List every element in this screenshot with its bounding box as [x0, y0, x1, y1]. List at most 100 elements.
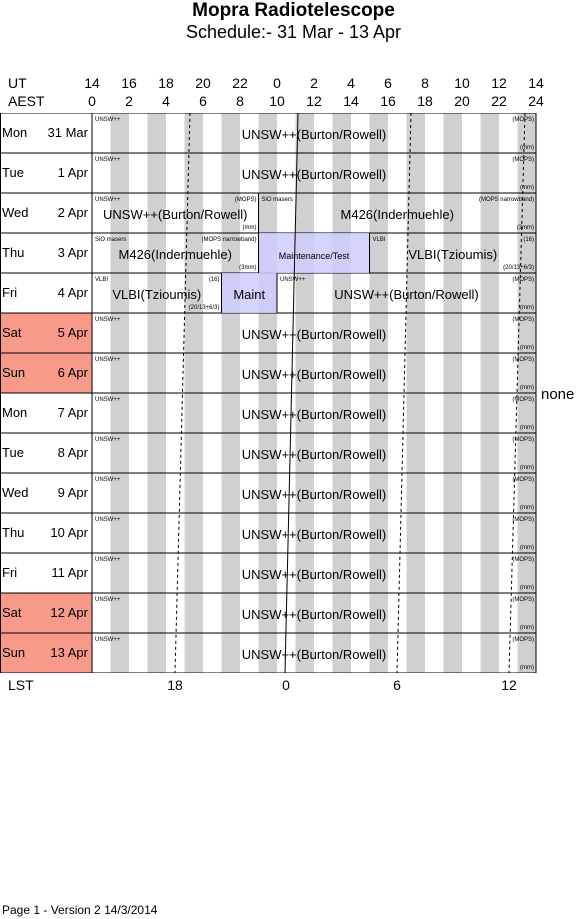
day-date: 3 Apr [57, 245, 88, 260]
block-band: (mm) [520, 585, 534, 591]
aest-tick-label: 18 [417, 93, 433, 109]
block-band: (20/13+6/3) [189, 305, 220, 311]
day-date: 2 Apr [57, 205, 88, 220]
block-label: UNSW++(Burton/Rowell) [242, 607, 387, 622]
block-label: UNSW++(Burton/Rowell) [242, 447, 387, 462]
lst-tick-label: 6 [393, 677, 401, 693]
page-title: Mopra Radiotelescope [192, 0, 395, 21]
block-label: UNSW++(Burton/Rowell) [242, 127, 387, 142]
day-label: Mon 7 Apr [2, 393, 90, 432]
block-instrument: (MOPS) [512, 117, 534, 123]
block-band: (mm) [520, 305, 534, 311]
day-label: Fri 11 Apr [2, 553, 90, 592]
day-of-week: Tue [2, 165, 24, 180]
block-band: (20/13+6/3) [503, 265, 534, 271]
aest-tick-label: 24 [528, 93, 544, 109]
aest-tick-label: 8 [236, 93, 244, 109]
day-date: 31 Mar [47, 125, 88, 140]
day-date: 4 Apr [57, 285, 88, 300]
block-band: (mm) [520, 185, 534, 191]
block-instrument: (MOPS) [512, 357, 534, 363]
block-label: Maintenance/Test [279, 251, 350, 261]
block-backend: UNSW++ [95, 317, 121, 323]
block-instrument: (MOPS narrowband) [201, 237, 256, 243]
day-of-week: Tue [2, 445, 24, 460]
aest-tick-label: 0 [88, 93, 96, 109]
day-date: 8 Apr [57, 445, 88, 460]
block-band: (mm) [520, 625, 534, 631]
day-label: Wed 9 Apr [2, 473, 90, 512]
block-label: M426(Indermuehle) [119, 247, 232, 262]
ut-tick-label: 22 [232, 75, 248, 91]
day-of-week: Sat [2, 605, 22, 620]
block-band: (mm) [520, 345, 534, 351]
day-of-week: Fri [2, 565, 18, 580]
day-date: 1 Apr [57, 165, 88, 180]
day-date: 7 Apr [57, 405, 88, 420]
block-band: (3mm) [517, 225, 534, 231]
aest-tick-label: 12 [306, 93, 322, 109]
ut-tick-label: 16 [121, 75, 137, 91]
block-instrument: (MOPS) [512, 437, 534, 443]
block-label: VLBI(Tzioumis) [408, 247, 497, 262]
day-date: 13 Apr [50, 645, 88, 660]
lst-axis-label: LST [8, 677, 34, 693]
aest-tick-label: 14 [343, 93, 359, 109]
aest-tick-label: 22 [491, 93, 507, 109]
block-backend: UNSW++ [95, 117, 121, 123]
ut-tick-label: 0 [273, 75, 281, 91]
day-label: Sun 13 Apr [2, 633, 90, 672]
lst-tick-label: 12 [501, 677, 517, 693]
block-instrument: (16) [209, 277, 220, 283]
block-instrument: (MOPS) [512, 517, 534, 523]
block-instrument: (MOPS) [512, 597, 534, 603]
day-of-week: Mon [2, 125, 28, 140]
block-label: UNSW++(Burton/Rowell) [242, 567, 387, 582]
block-band: (mm) [243, 225, 257, 231]
day-of-week: Thu [2, 245, 25, 260]
block-label: VLBI(Tzioumis) [112, 287, 201, 302]
block-backend: UNSW++ [95, 557, 121, 563]
block-band: (mm) [520, 545, 534, 551]
ut-tick-label: 14 [528, 75, 544, 91]
ut-tick-label: 4 [347, 75, 355, 91]
block-instrument: (MOPS) [235, 197, 257, 203]
day-date: 11 Apr [51, 565, 88, 580]
block-label: UNSW++(Burton/Rowell) [242, 367, 387, 382]
block-backend: UNSW++ [95, 437, 121, 443]
weekend-cell [0, 593, 92, 633]
weekend-cell [0, 633, 92, 673]
block-band: (mm) [520, 505, 534, 511]
side-note: none [541, 386, 575, 403]
day-of-week: Thu [2, 525, 25, 540]
block-backend: UNSW++ [95, 357, 121, 363]
day-date: 12 Apr [50, 605, 88, 620]
lst-tick-label: 18 [167, 677, 183, 693]
schedule-grid: UNSW++(Burton/Rowell) UNSW++ (MOPS) (mm) UNS… [0, 113, 537, 673]
block-backend: UNSW++ [95, 477, 121, 483]
ut-tick-label: 10 [454, 75, 470, 91]
block-instrument: (16) [523, 237, 534, 243]
ut-tick-label: 6 [384, 75, 392, 91]
lst-tick-label: 0 [282, 677, 290, 693]
block-instrument: (MOPS) [512, 637, 534, 643]
aest-tick-label: 10 [269, 93, 285, 109]
block-band: (mm) [520, 385, 534, 391]
ut-axis-label: UT [8, 75, 27, 91]
block-backend: UNSW++ [280, 277, 306, 283]
weekend-cell [0, 313, 92, 353]
block-instrument: (MOPS) [512, 317, 534, 323]
block-backend: VLBI [373, 237, 386, 243]
day-label: Tue 1 Apr [2, 153, 90, 192]
aest-axis-label: AEST [8, 93, 45, 109]
block-label: UNSW++(Burton/Rowell) [103, 207, 248, 222]
block-label: M426(Indermuehle) [341, 207, 454, 222]
day-label: Fri 4 Apr [2, 273, 90, 312]
day-date: 9 Apr [57, 485, 88, 500]
day-label: Sun 6 Apr [2, 353, 90, 392]
day-date: 10 Apr [50, 525, 88, 540]
day-of-week: Sun [2, 365, 26, 380]
day-date: 5 Apr [57, 325, 88, 340]
block-label: UNSW++(Burton/Rowell) [242, 327, 387, 342]
day-label: Wed 2 Apr [2, 193, 90, 232]
